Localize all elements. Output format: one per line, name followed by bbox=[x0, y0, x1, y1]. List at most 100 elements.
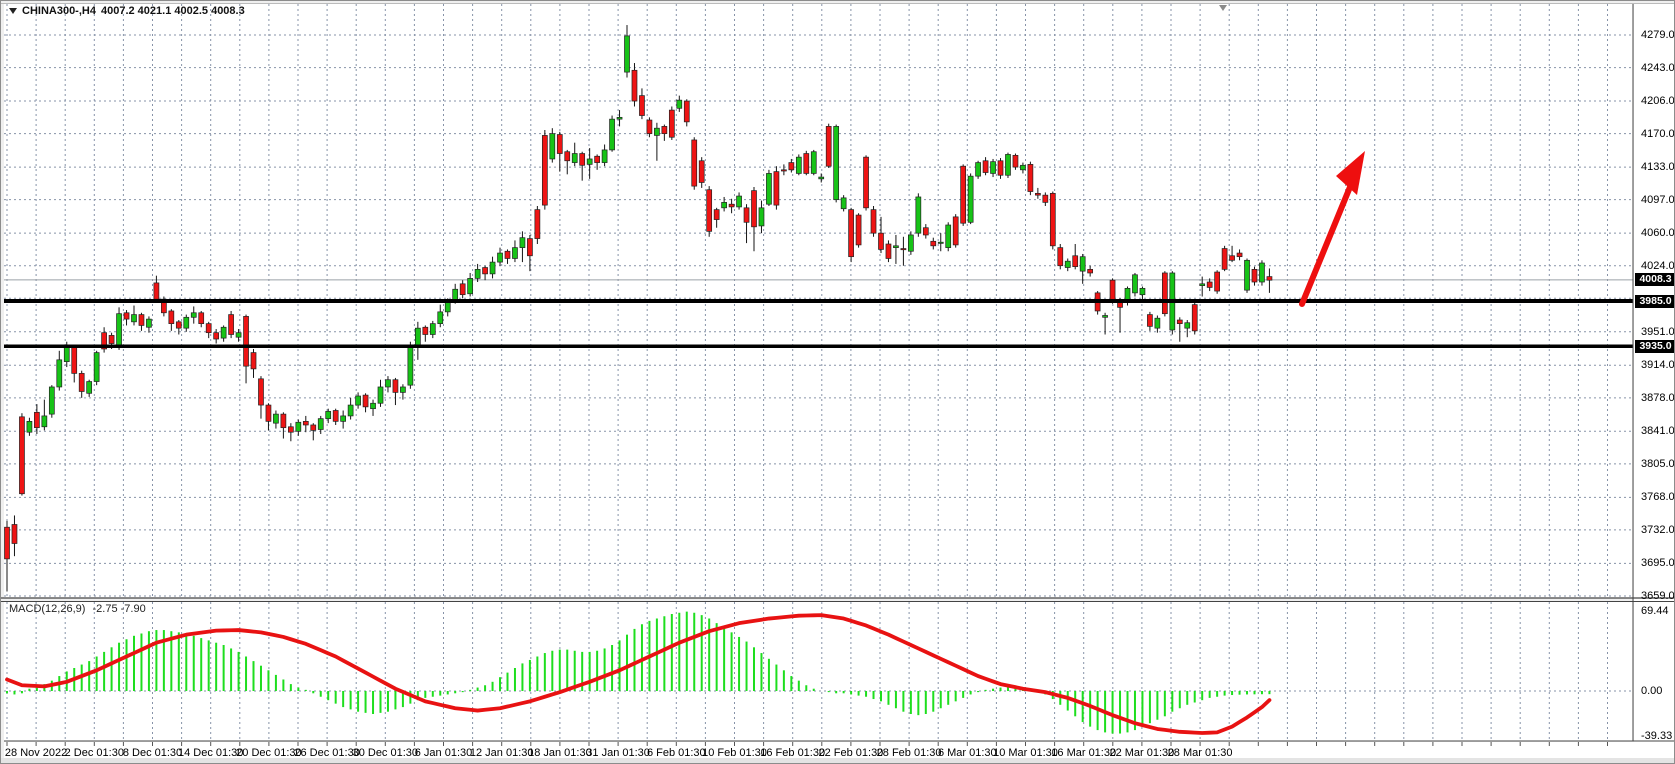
candle bbox=[228, 310, 234, 339]
candle bbox=[1064, 258, 1071, 272]
candle bbox=[340, 410, 346, 429]
price-label: 4060.0 bbox=[1641, 227, 1675, 240]
candle bbox=[407, 341, 414, 389]
candle bbox=[586, 148, 593, 179]
candle bbox=[691, 137, 698, 190]
candle bbox=[683, 99, 690, 127]
candle bbox=[848, 207, 854, 263]
price-label: 4206.0 bbox=[1641, 95, 1675, 108]
candle bbox=[497, 247, 503, 266]
candle bbox=[355, 392, 361, 409]
price-label: 4024.0 bbox=[1641, 259, 1675, 272]
candle bbox=[1236, 249, 1243, 261]
candle bbox=[1005, 152, 1011, 178]
candle bbox=[1259, 260, 1265, 286]
price-label: 4279.0 bbox=[1641, 29, 1675, 41]
candle bbox=[392, 377, 399, 406]
candle bbox=[131, 305, 137, 326]
candle bbox=[385, 376, 391, 393]
macd-indicator-label: MACD(12,26,9) -2.75 -7.90 bbox=[9, 603, 146, 615]
candle bbox=[34, 404, 40, 435]
candle bbox=[1221, 245, 1228, 272]
candle bbox=[668, 106, 675, 140]
macd-signal-line bbox=[5, 613, 1272, 735]
candle bbox=[1079, 253, 1086, 284]
candle bbox=[900, 236, 907, 266]
price-axis[interactable] bbox=[1634, 4, 1675, 757]
candle bbox=[937, 233, 944, 252]
time-ticks bbox=[6, 742, 1608, 746]
candle bbox=[4, 520, 10, 592]
price-label: 3659.0 bbox=[1641, 589, 1675, 602]
candle bbox=[743, 204, 750, 244]
candle bbox=[1206, 278, 1213, 292]
macd-pane[interactable] bbox=[4, 602, 1633, 741]
candle bbox=[982, 157, 989, 176]
price-label: 4133.0 bbox=[1641, 161, 1675, 174]
title-ohlc-values: 4007.2 4021.1 4002.5 4008.3 bbox=[100, 5, 245, 17]
candle bbox=[609, 115, 615, 152]
candle bbox=[1035, 187, 1041, 199]
price-label: 4097.0 bbox=[1641, 193, 1675, 206]
candle bbox=[295, 419, 302, 436]
candle bbox=[370, 399, 376, 416]
candle bbox=[183, 314, 190, 332]
candle bbox=[571, 142, 578, 167]
candle bbox=[190, 306, 197, 324]
candle bbox=[1132, 272, 1138, 297]
candle bbox=[810, 149, 817, 176]
candle bbox=[803, 150, 810, 176]
candle bbox=[579, 151, 586, 181]
candle bbox=[654, 122, 660, 161]
candle bbox=[198, 310, 205, 328]
candle bbox=[362, 393, 369, 413]
time-label: 12 Jan 01:30 bbox=[469, 747, 534, 759]
candle bbox=[48, 385, 55, 418]
price-label: 4170.0 bbox=[1641, 127, 1675, 140]
candle bbox=[698, 157, 705, 188]
candle bbox=[1072, 244, 1079, 270]
candle bbox=[56, 350, 63, 391]
time-axis[interactable] bbox=[4, 742, 1675, 758]
time-label: 28 Nov 2022 bbox=[4, 747, 68, 759]
candle bbox=[332, 408, 339, 425]
candle bbox=[908, 231, 914, 255]
candle bbox=[175, 320, 182, 335]
candle bbox=[825, 123, 832, 169]
candle bbox=[930, 237, 937, 250]
candle bbox=[541, 130, 548, 210]
candle bbox=[288, 423, 294, 442]
candle bbox=[1244, 258, 1250, 293]
candle bbox=[86, 379, 93, 397]
macd-values: -2.75 -7.90 bbox=[92, 603, 146, 615]
candle bbox=[975, 160, 981, 179]
trend-arrow[interactable] bbox=[1299, 151, 1365, 307]
price-badge-level: 3935.0 bbox=[1635, 339, 1674, 353]
candle bbox=[504, 249, 511, 264]
candle bbox=[766, 169, 772, 207]
candle bbox=[781, 164, 787, 176]
candle bbox=[1049, 191, 1056, 250]
candle bbox=[721, 196, 727, 212]
candle bbox=[945, 222, 952, 252]
candle bbox=[1266, 268, 1273, 293]
symbol-dropdown-icon[interactable] bbox=[9, 8, 17, 14]
candle bbox=[870, 206, 877, 237]
price-badge-current-price: 4008.3 bbox=[1635, 273, 1674, 287]
candle bbox=[519, 231, 526, 263]
candle bbox=[1057, 244, 1064, 270]
candle bbox=[833, 124, 840, 203]
candle bbox=[990, 158, 996, 178]
time-label: 20 Dec 01:30 bbox=[236, 747, 302, 759]
candle bbox=[915, 193, 922, 237]
candle bbox=[1214, 270, 1220, 294]
time-label: 10 Feb 01:30 bbox=[702, 747, 767, 759]
time-label: 31 Jan 01:30 bbox=[586, 747, 650, 759]
candle bbox=[317, 415, 324, 435]
candle bbox=[1161, 271, 1168, 317]
candle bbox=[258, 376, 264, 419]
price-label: 3732.0 bbox=[1641, 523, 1675, 536]
candle bbox=[788, 158, 795, 173]
candle bbox=[41, 399, 48, 431]
